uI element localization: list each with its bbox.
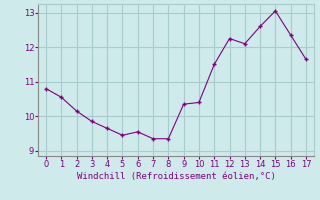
X-axis label: Windchill (Refroidissement éolien,°C): Windchill (Refroidissement éolien,°C) xyxy=(76,172,276,181)
